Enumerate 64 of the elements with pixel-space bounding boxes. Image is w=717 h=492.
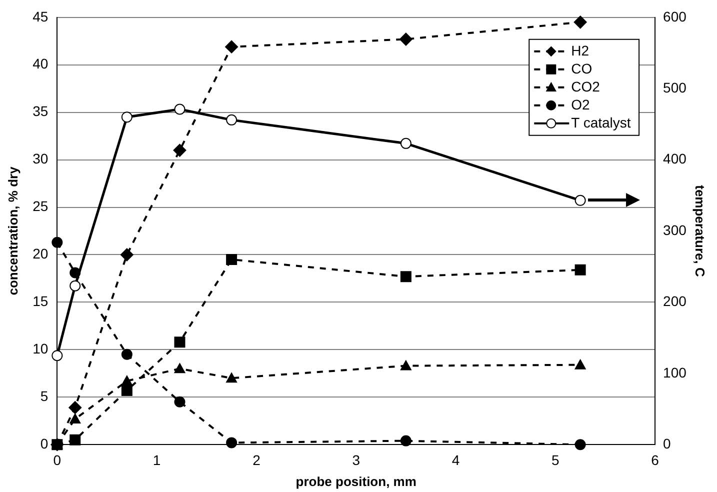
point	[574, 264, 586, 276]
y2-tick-label: 400	[663, 150, 687, 167]
point	[226, 114, 238, 126]
y-tick-label: 5	[40, 388, 48, 404]
x-tick-label: 6	[651, 452, 660, 468]
point	[68, 401, 82, 414]
x-axis-title: probe position, mm	[296, 474, 416, 489]
x-tick-label: 1	[152, 452, 161, 468]
point	[121, 375, 132, 386]
point	[226, 437, 238, 448]
y2-tick-label: 100	[663, 364, 687, 380]
y2-tick-label: 600	[663, 8, 687, 24]
legend-label: CO	[571, 60, 592, 76]
y-tick-label: 20	[32, 246, 48, 262]
point	[70, 413, 81, 424]
y2-tick-label: 0	[663, 435, 672, 452]
point	[121, 384, 132, 396]
y-tick-label: 30	[32, 150, 48, 167]
point	[174, 396, 186, 408]
point	[120, 248, 134, 262]
y-tick-label: 40	[32, 56, 48, 72]
point	[52, 236, 63, 248]
y-tick-label: 10	[32, 340, 48, 357]
point	[173, 144, 186, 157]
legend-label: T catalyst	[571, 114, 631, 130]
point	[226, 372, 238, 383]
point	[174, 336, 186, 348]
point	[70, 280, 81, 292]
point	[70, 267, 81, 278]
x-tick-label: 2	[252, 452, 261, 468]
x-tick-label: 3	[352, 452, 360, 468]
point	[70, 434, 81, 446]
point	[400, 360, 412, 370]
point	[400, 271, 412, 282]
x-tick-label: 5	[552, 452, 560, 468]
point	[574, 359, 586, 370]
point	[574, 439, 586, 450]
legend-label: H2	[571, 42, 590, 58]
point	[574, 194, 586, 206]
point	[400, 435, 412, 446]
y-tick-label: 25	[32, 198, 48, 214]
y-tick-label: 35	[32, 103, 48, 120]
point	[121, 112, 132, 123]
point	[174, 363, 186, 374]
legend-label: O2	[571, 96, 590, 112]
legend-label: CO2	[571, 78, 600, 94]
x-tick-label: 4	[452, 452, 460, 468]
point	[52, 350, 63, 362]
point	[225, 40, 238, 54]
point	[400, 138, 412, 149]
point	[574, 16, 587, 29]
y-tick-label: 0	[40, 435, 48, 452]
y2-tick-label: 500	[663, 79, 687, 96]
y-tick-label: 45	[32, 8, 48, 24]
y2-tick-label: 200	[663, 293, 687, 310]
y2-axis-title: temperature, C	[692, 185, 708, 278]
point	[121, 348, 132, 360]
y-tick-label: 15	[32, 293, 48, 310]
x-tick-label: 0	[53, 452, 62, 468]
y-axis-title: concentration, % dry	[5, 166, 20, 296]
y2-tick-label: 300	[663, 222, 687, 238]
point	[399, 32, 412, 46]
point	[174, 104, 186, 115]
point	[226, 254, 238, 265]
